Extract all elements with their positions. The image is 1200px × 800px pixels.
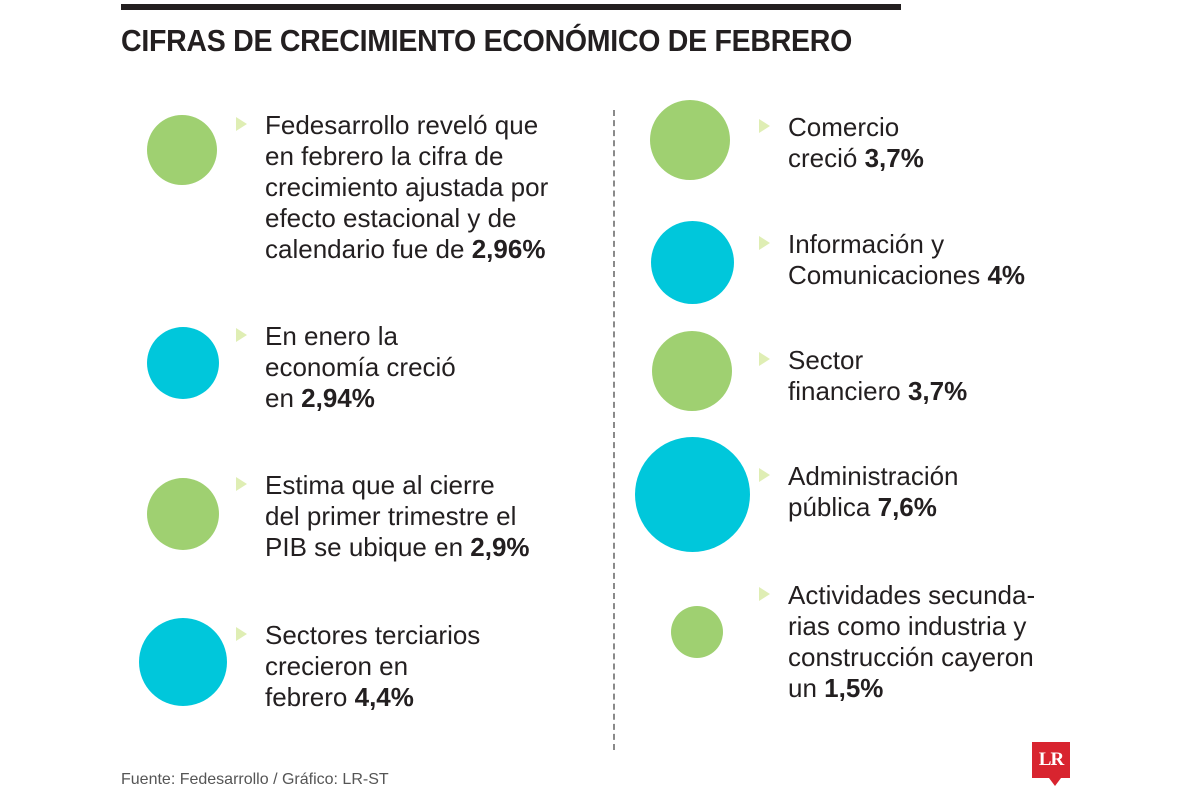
bubble-enero (147, 327, 219, 399)
bullet-triangle-icon (759, 468, 770, 482)
top-rule (121, 4, 901, 10)
fact-value: 1,5% (824, 673, 884, 703)
bubble-secundarias (671, 606, 723, 658)
bubble-comercio (650, 100, 730, 180)
fact-value: 2,94% (301, 383, 375, 413)
fact-value: 7,6% (877, 492, 937, 522)
fact-value: 3,7% (864, 143, 924, 173)
fact-trimestre: Estima que al cierre del primer trimestr… (236, 470, 530, 563)
fact-comercio: Comercio creció 3,7% (759, 112, 924, 174)
bullet-triangle-icon (236, 627, 247, 641)
fact-value: 4,4% (354, 682, 414, 712)
fact-informacion: Información y Comunicaciones 4% (759, 229, 1026, 291)
fact-value: 4% (987, 260, 1026, 290)
fact-value: 3,7% (907, 376, 968, 406)
bubble-administracion (635, 437, 750, 552)
bubble-terciarios (139, 618, 227, 706)
bullet-triangle-icon (236, 117, 247, 131)
fact-financiero: Sector financiero 3,7% (759, 345, 968, 407)
bullet-triangle-icon (759, 587, 770, 601)
bullet-triangle-icon (759, 352, 770, 366)
bubble-financiero (652, 331, 732, 411)
fact-value: 2,96% (471, 234, 546, 264)
bullet-triangle-icon (236, 477, 247, 491)
fact-enero: En enero la economía creció en 2,94% (236, 321, 456, 414)
fact-value: 2,9% (470, 532, 530, 562)
bullet-triangle-icon (759, 236, 770, 250)
bullet-triangle-icon (236, 328, 247, 342)
bubble-ajustada (147, 115, 217, 185)
page-title: CIFRAS DE CRECIMIENTO ECONÓMICO DE FEBRE… (121, 23, 853, 58)
source-credit: Fuente: Fedesarrollo / Gráfico: LR-ST (121, 771, 389, 788)
fact-ajustada: Fedesarrollo reveló que en febrero la ci… (236, 110, 548, 265)
fact-secundarias: Actividades secunda- rias como industria… (759, 580, 1035, 704)
logo-tail-icon (1049, 778, 1061, 786)
fact-administracion: Administración pública 7,6% (759, 461, 959, 523)
bubble-informacion (651, 221, 734, 304)
fact-terciarios: Sectores terciarios crecieron en febrero… (236, 620, 480, 713)
column-divider (613, 110, 615, 750)
bubble-trimestre (147, 478, 219, 550)
lr-logo: LR (1032, 742, 1070, 778)
bullet-triangle-icon (759, 119, 770, 133)
